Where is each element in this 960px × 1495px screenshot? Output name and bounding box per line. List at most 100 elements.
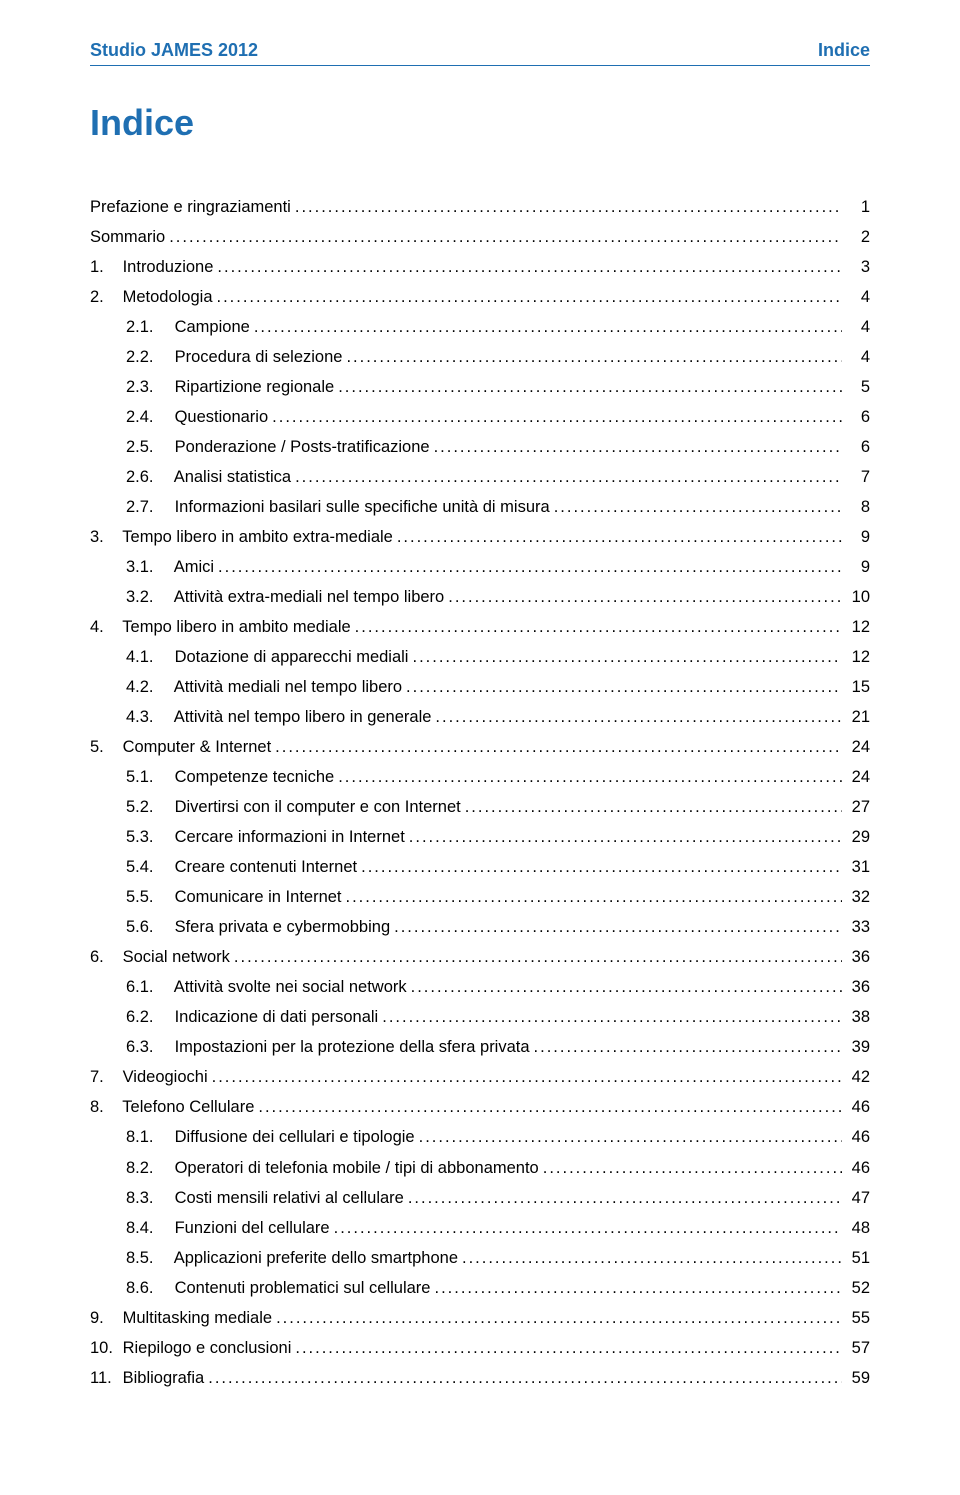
toc-row[interactable]: 11. Bibliografia59	[90, 1363, 870, 1393]
toc-text: Impostazioni per la protezione della sfe…	[175, 1038, 530, 1056]
toc-row[interactable]: 10. Riepilogo e conclusioni57	[90, 1333, 870, 1363]
toc-label: 8.1. Diffusione dei cellulari e tipologi…	[126, 1122, 415, 1152]
toc-row[interactable]: 7. Videogiochi42	[90, 1062, 870, 1092]
toc-page: 46	[846, 1092, 870, 1122]
toc-leader	[295, 462, 842, 492]
toc-text: Tempo libero in ambito mediale	[122, 618, 350, 636]
toc-text: Prefazione e ringraziamenti	[90, 198, 291, 216]
toc-number: 2.1.	[126, 312, 170, 342]
toc-number: 4.1.	[126, 642, 170, 672]
toc-label: 6.1. Attività svolte nei social network	[126, 972, 407, 1002]
document-page: Studio JAMES 2012 Indice Indice Prefazio…	[0, 0, 960, 1495]
toc-row[interactable]: 5. Computer & Internet24	[90, 732, 870, 762]
running-header: Studio JAMES 2012 Indice	[90, 40, 870, 61]
toc-text: Attività extra-mediali nel tempo libero	[174, 588, 445, 606]
toc-row[interactable]: 9. Multitasking mediale55	[90, 1303, 870, 1333]
toc-number: 3.1.	[126, 552, 170, 582]
toc-row[interactable]: 4.1. Dotazione di apparecchi mediali12	[90, 642, 870, 672]
toc-label: 10. Riepilogo e conclusioni	[90, 1333, 291, 1363]
toc-leader	[462, 1243, 842, 1273]
toc-leader	[534, 1032, 842, 1062]
toc-page: 36	[846, 942, 870, 972]
toc-row[interactable]: 2.3. Ripartizione regionale5	[90, 372, 870, 402]
toc-label: 7. Videogiochi	[90, 1062, 208, 1092]
toc-row[interactable]: 5.4. Creare contenuti Internet31	[90, 852, 870, 882]
toc-leader	[448, 582, 842, 612]
toc-row[interactable]: 2.2. Procedura di selezione 4	[90, 342, 870, 372]
toc-leader	[412, 642, 842, 672]
toc-row[interactable]: 6. Social network36	[90, 942, 870, 972]
toc-row[interactable]: 6.3. Impostazioni per la protezione dell…	[90, 1032, 870, 1062]
toc-page: 4	[846, 342, 870, 372]
toc-row[interactable]: 5.6. Sfera privata e cybermobbing 33	[90, 912, 870, 942]
toc-label: 8.6. Contenuti problematici sul cellular…	[126, 1273, 430, 1303]
toc-row[interactable]: 3.1. Amici9	[90, 552, 870, 582]
toc-label: 2.2. Procedura di selezione	[126, 342, 342, 372]
toc-leader	[212, 1062, 842, 1092]
toc-row[interactable]: Prefazione e ringraziamenti1	[90, 192, 870, 222]
toc-page: 33	[846, 912, 870, 942]
toc-page: 12	[846, 642, 870, 672]
toc-row[interactable]: 4. Tempo libero in ambito mediale12	[90, 612, 870, 642]
toc-leader	[355, 612, 842, 642]
toc-leader	[397, 522, 842, 552]
toc-row[interactable]: 2.5. Ponderazione / Posts-tratificazione…	[90, 432, 870, 462]
toc-label: 2. Metodologia	[90, 282, 213, 312]
toc-text: Amici	[174, 558, 214, 576]
toc-row[interactable]: 4.2. Attività mediali nel tempo libero15	[90, 672, 870, 702]
toc-row[interactable]: 4.3. Attività nel tempo libero in genera…	[90, 702, 870, 732]
toc-row[interactable]: 2.6. Analisi statistica7	[90, 462, 870, 492]
toc-row[interactable]: 8.3. Costi mensili relativi al cellulare…	[90, 1183, 870, 1213]
toc-row[interactable]: 8.4. Funzioni del cellulare48	[90, 1213, 870, 1243]
toc-row[interactable]: 5.3. Cercare informazioni in Internet29	[90, 822, 870, 852]
toc-label: 3. Tempo libero in ambito extra-mediale	[90, 522, 393, 552]
toc-row[interactable]: 8.1. Diffusione dei cellulari e tipologi…	[90, 1122, 870, 1152]
toc-text: Funzioni del cellulare	[175, 1219, 330, 1237]
toc-number: 6.1.	[126, 972, 170, 1002]
toc-row[interactable]: Sommario2	[90, 222, 870, 252]
toc-leader	[169, 222, 842, 252]
toc-row[interactable]: 8. Telefono Cellulare46	[90, 1092, 870, 1122]
toc-row[interactable]: 6.1. Attività svolte nei social network 3…	[90, 972, 870, 1002]
toc-text: Cercare informazioni in Internet	[175, 828, 405, 846]
toc-text: Sfera privata e cybermobbing	[175, 918, 391, 936]
toc-number: 8.6.	[126, 1273, 170, 1303]
toc-number: 10.	[90, 1333, 118, 1363]
toc-text: Videogiochi	[123, 1068, 208, 1086]
toc-row[interactable]: 5.2. Divertirsi con il computer e con In…	[90, 792, 870, 822]
toc-label: 8.2. Operatori di telefonia mobile / tip…	[126, 1153, 539, 1183]
toc-label: 2.6. Analisi statistica	[126, 462, 291, 492]
toc-page: 32	[846, 882, 870, 912]
toc-number: 1.	[90, 252, 118, 282]
toc-row[interactable]: 2. Metodologia4	[90, 282, 870, 312]
toc-row[interactable]: 6.2. Indicazione di dati personali38	[90, 1002, 870, 1032]
toc-row[interactable]: 8.5. Applicazioni preferite dello smartp…	[90, 1243, 870, 1273]
toc-text: Computer & Internet	[123, 738, 272, 756]
toc-row[interactable]: 8.6. Contenuti problematici sul cellular…	[90, 1273, 870, 1303]
toc-page: 27	[846, 792, 870, 822]
toc-row[interactable]: 1. Introduzione3	[90, 252, 870, 282]
toc-page: 39	[846, 1032, 870, 1062]
toc-text: Attività mediali nel tempo libero	[174, 678, 402, 696]
toc-label: 3.2. Attività extra-mediali nel tempo li…	[126, 582, 444, 612]
toc-text: Ripartizione regionale	[175, 378, 335, 396]
toc-label: 3.1. Amici	[126, 552, 214, 582]
toc-page: 36	[846, 972, 870, 1002]
toc-page: 48	[846, 1213, 870, 1243]
toc-row[interactable]: 8.2. Operatori di telefonia mobile / tip…	[90, 1153, 870, 1183]
toc-row[interactable]: 2.7. Informazioni basilari sulle specifi…	[90, 492, 870, 522]
toc-text: Social network	[123, 948, 230, 966]
toc-page: 2	[846, 222, 870, 252]
toc-label: 5.4. Creare contenuti Internet	[126, 852, 357, 882]
toc-row[interactable]: 5.1. Competenze tecniche24	[90, 762, 870, 792]
toc-row[interactable]: 2.4. Questionario6	[90, 402, 870, 432]
toc-row[interactable]: 3. Tempo libero in ambito extra-mediale9	[90, 522, 870, 552]
toc-row[interactable]: 2.1. Campione4	[90, 312, 870, 342]
toc-number: 5.6.	[126, 912, 170, 942]
toc-number: 5.2.	[126, 792, 170, 822]
toc-label: 5.2. Divertirsi con il computer e con In…	[126, 792, 461, 822]
toc-row[interactable]: 3.2. Attività extra-mediali nel tempo li…	[90, 582, 870, 612]
toc-row[interactable]: 5.5. Comunicare in Internet32	[90, 882, 870, 912]
toc-text: Multitasking mediale	[123, 1309, 272, 1327]
toc-label: 2.7. Informazioni basilari sulle specifi…	[126, 492, 550, 522]
